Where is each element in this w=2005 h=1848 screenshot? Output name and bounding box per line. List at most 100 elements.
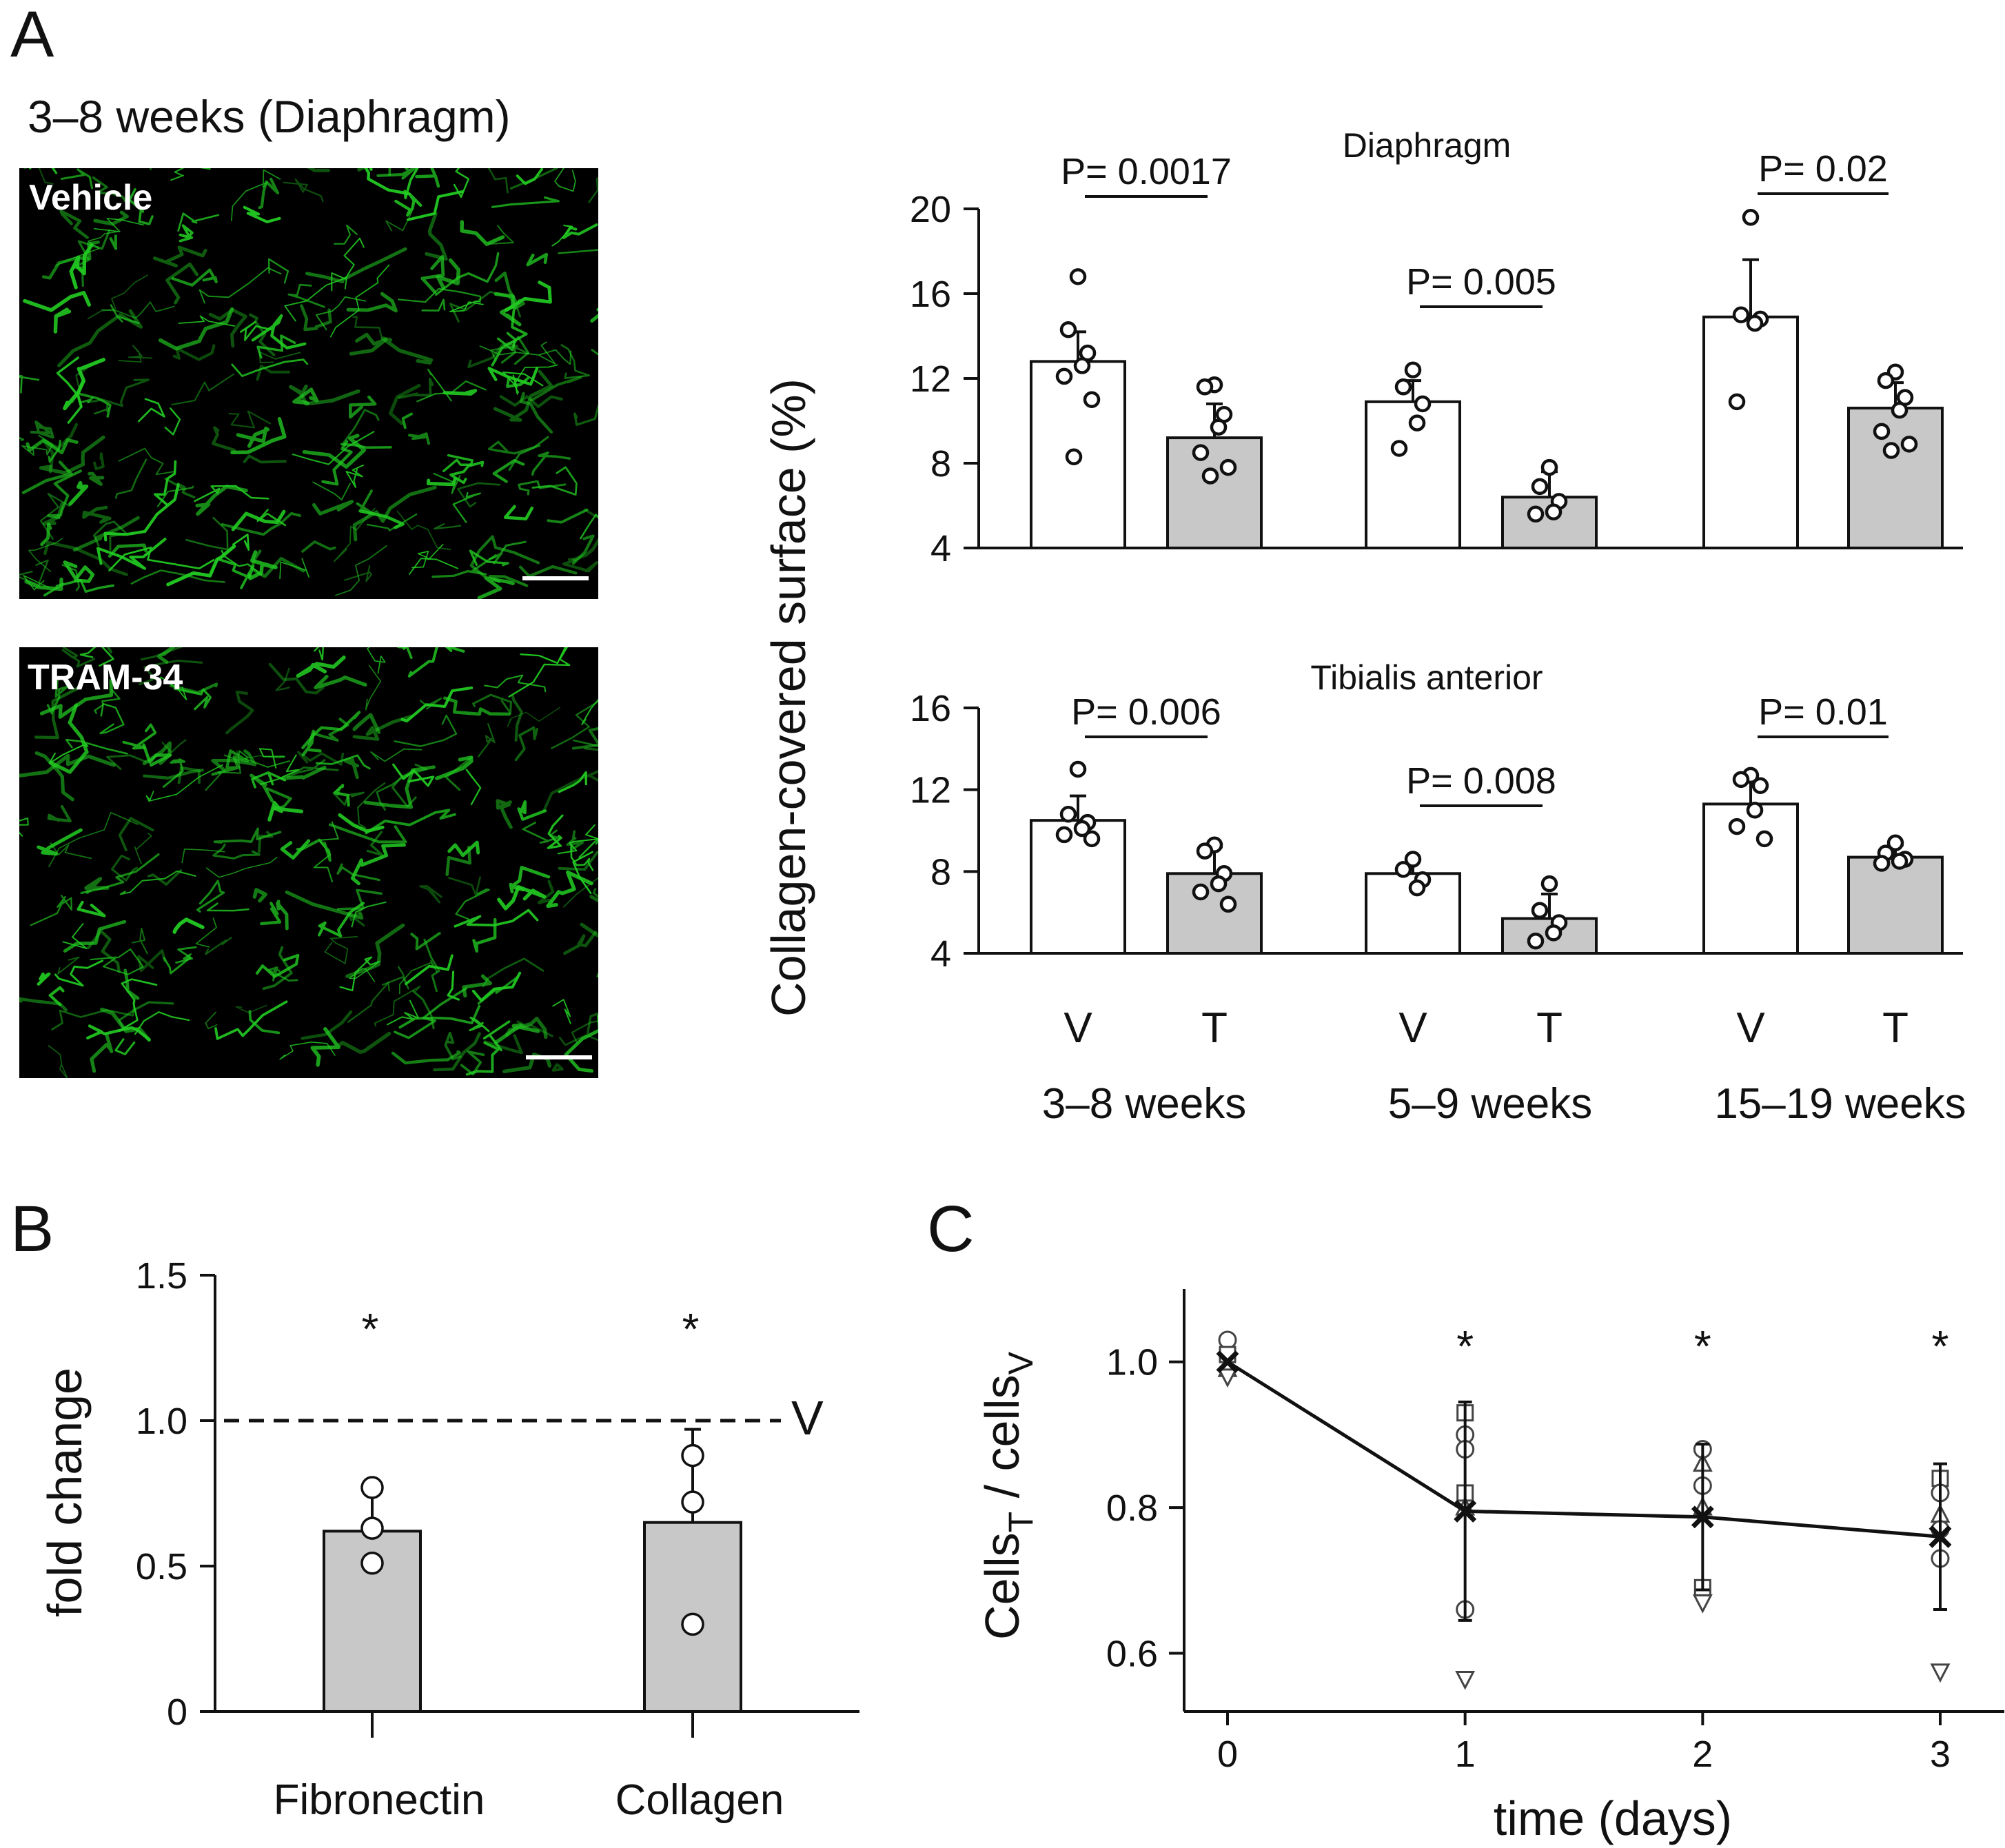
collagen-fiber <box>137 949 166 973</box>
collagen-fiber <box>267 966 298 982</box>
collagen-fiber <box>433 1032 481 1072</box>
collagen-fiber <box>479 341 556 365</box>
collagen-fiber <box>230 417 287 455</box>
collagen-fiber <box>108 543 148 558</box>
collagen-fiber <box>455 889 491 920</box>
scatter-point-triangle-down <box>1692 1594 1713 1614</box>
significance-star: * <box>362 1304 379 1354</box>
collagen-fiber <box>247 550 278 580</box>
collagen-fiber <box>578 838 598 858</box>
collagen-fiber <box>531 466 578 496</box>
collagen-fiber <box>130 569 225 585</box>
collagen-fiber <box>211 749 257 772</box>
collagen-fiber <box>213 827 282 844</box>
collagen-fiber <box>301 711 361 749</box>
collagen-fiber <box>40 522 52 547</box>
collagen-fiber <box>370 748 423 762</box>
collagen-fiber <box>472 693 512 714</box>
collagen-fiber <box>252 888 267 903</box>
collagen-fiber <box>558 1034 598 1046</box>
collagen-fiber <box>564 1014 598 1073</box>
collagen-fiber <box>63 560 95 583</box>
collagen-fiber <box>267 801 304 822</box>
collagen-fiber <box>552 999 571 1024</box>
y-axis-title-part: Cells <box>975 1532 1029 1640</box>
collagen-fiber <box>82 505 112 524</box>
collagen-fiber <box>586 1012 598 1035</box>
data-point <box>1527 505 1545 523</box>
collagen-fiber <box>153 245 207 267</box>
collagen-fiber <box>243 454 287 464</box>
collagen-fiber <box>551 1063 564 1072</box>
collagen-fiber <box>442 389 478 396</box>
collagen-fiber <box>394 987 467 1039</box>
collagen-fiber <box>37 828 83 856</box>
collagen-fiber <box>21 460 73 494</box>
collagen-fiber <box>312 481 351 500</box>
bar <box>1847 407 1944 549</box>
collagen-fiber <box>315 754 371 770</box>
collagen-fiber <box>488 574 529 587</box>
collagen-fiber <box>165 262 199 305</box>
collagen-fiber <box>300 304 332 332</box>
collagen-fiber <box>171 373 234 406</box>
collagen-fiber <box>537 880 555 904</box>
collagen-fiber <box>51 997 136 1030</box>
collagen-fiber <box>171 268 218 287</box>
data-point <box>1728 818 1746 835</box>
collagen-fiber <box>56 356 83 424</box>
collagen-fiber <box>472 917 497 953</box>
data-point <box>1404 851 1422 868</box>
collagen-fiber <box>76 380 112 418</box>
data-point <box>1404 361 1422 378</box>
y-tick-label: 16 <box>910 688 951 729</box>
collagen-fiber <box>206 902 250 912</box>
collagen-fiber <box>170 168 211 181</box>
data-point <box>1873 855 1891 872</box>
y-tick-label: 4 <box>930 933 951 975</box>
collagen-fiber <box>421 298 446 312</box>
collagen-fiber <box>572 739 598 747</box>
collagen-fiber <box>449 460 485 485</box>
collagen-fiber <box>571 538 598 562</box>
collagen-fiber <box>214 1000 288 1040</box>
collagen-fiber <box>321 440 353 486</box>
data-point <box>1746 802 1764 819</box>
category-label: V <box>1063 1004 1092 1052</box>
collagen-fiber <box>235 1004 267 1013</box>
collagen-fiber <box>111 854 139 882</box>
x-tick-label: Collagen <box>615 1776 784 1824</box>
data-point <box>1083 830 1101 848</box>
collagen-fiber <box>505 281 552 312</box>
micrograph-vehicle-fibers <box>19 168 598 599</box>
mean-marker <box>1691 1505 1714 1529</box>
collagen-fiber <box>173 687 212 711</box>
collagen-fiber <box>48 1045 68 1078</box>
collagen-fiber <box>212 426 236 452</box>
collagen-fiber <box>34 751 74 802</box>
data-point <box>1755 830 1773 848</box>
y-tick-label: 1.0 <box>1106 1342 1158 1383</box>
collagen-fiber <box>452 492 481 523</box>
reference-line-label: V <box>791 1391 824 1445</box>
collagen-fiber <box>139 659 203 686</box>
collagen-fiber <box>118 447 175 476</box>
collagen-fiber <box>258 177 280 210</box>
collagen-fiber <box>526 252 548 267</box>
collagen-fiber <box>462 974 492 998</box>
collagen-fiber <box>100 1007 152 1042</box>
collagen-fiber <box>285 890 364 920</box>
collagen-fiber <box>243 205 281 223</box>
micrograph-tram34: TRAM-34 <box>19 647 598 1078</box>
collagen-fiber <box>315 296 367 331</box>
collagen-fiber <box>194 485 269 502</box>
collagen-fiber <box>205 1011 218 1030</box>
collagen-fiber <box>23 575 50 591</box>
data-point <box>1394 378 1412 396</box>
collagen-fiber <box>547 508 589 524</box>
y-tick-label: 0 <box>167 1692 187 1733</box>
data-point <box>1728 393 1746 411</box>
collagen-fiber <box>364 168 411 196</box>
collagen-fiber <box>345 465 364 488</box>
collagen-fiber <box>30 895 72 926</box>
